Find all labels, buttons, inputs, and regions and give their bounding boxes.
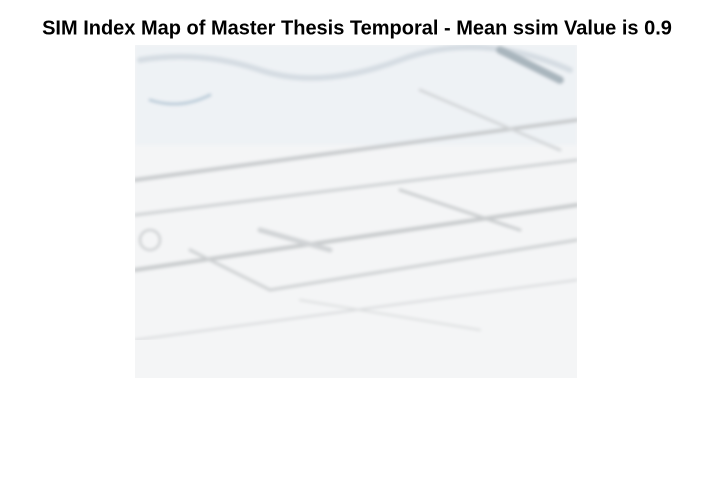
figure-title: SIM Index Map of Master Thesis Temporal … xyxy=(42,17,672,39)
ssim-map-image xyxy=(135,45,577,378)
